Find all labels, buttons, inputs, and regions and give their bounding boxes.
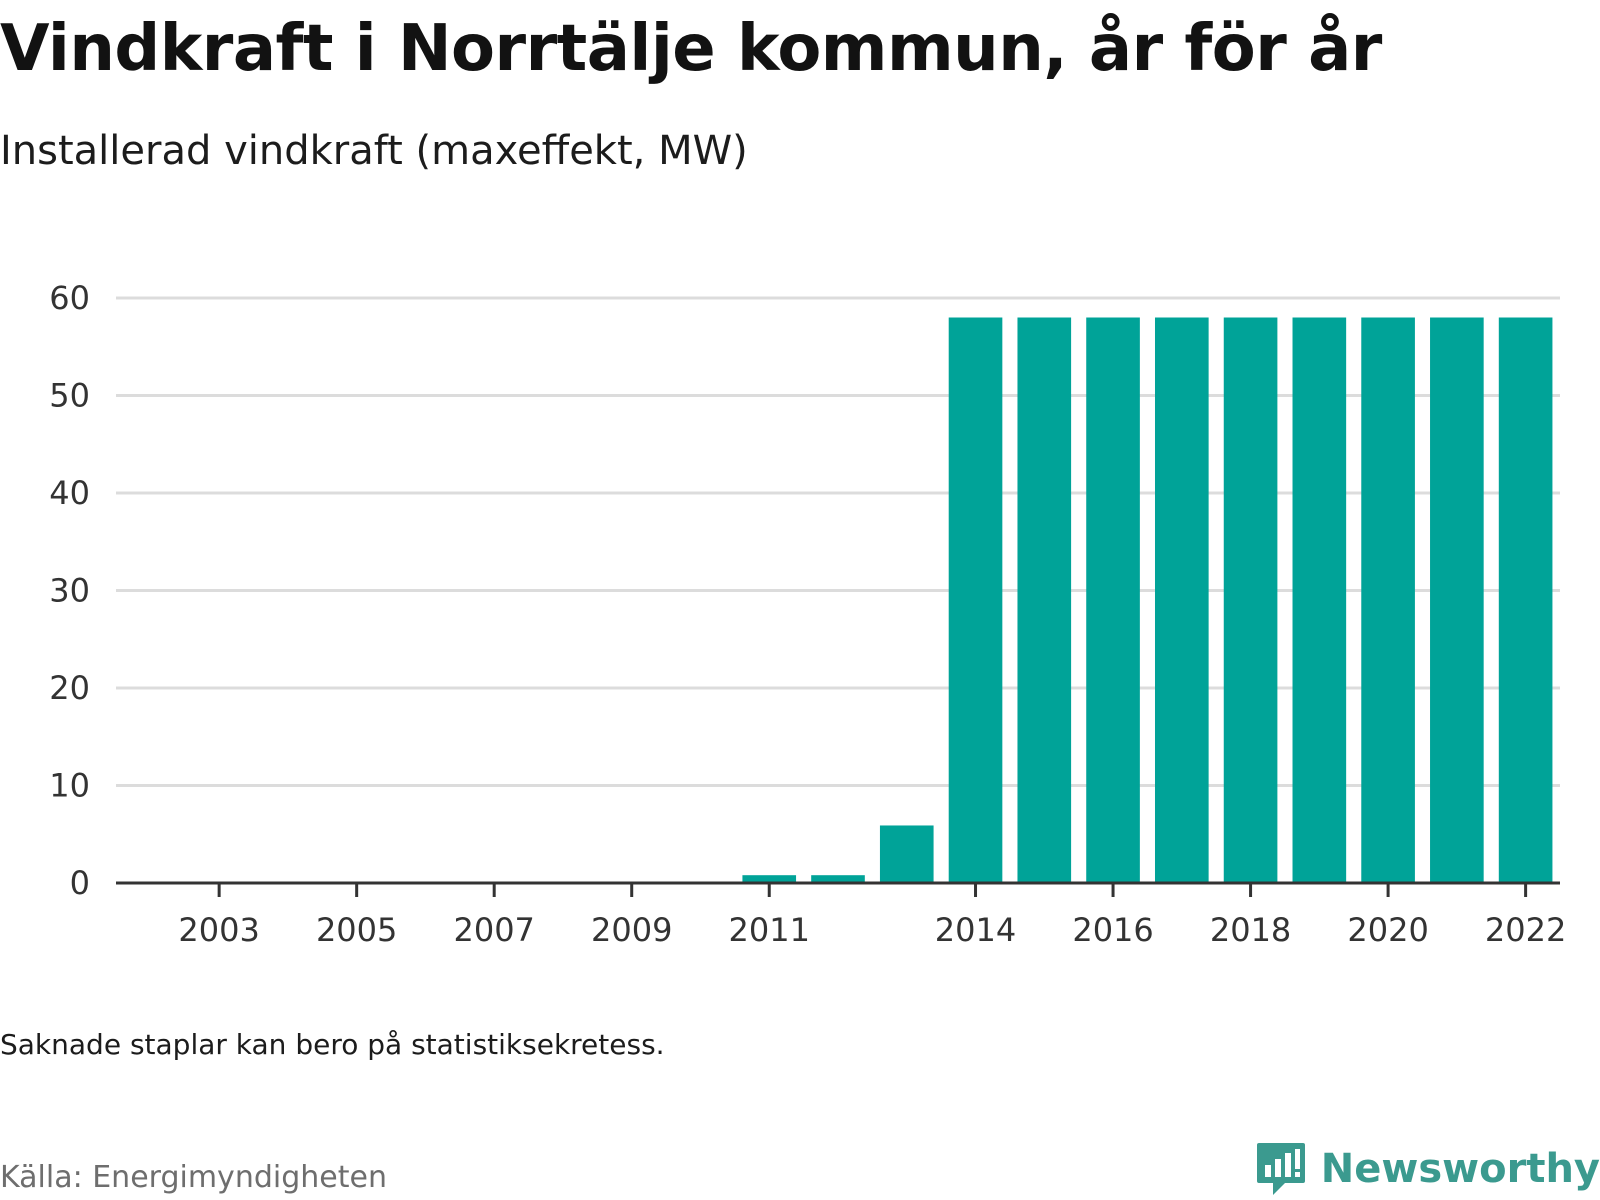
chart-title: Vindkraft i Norrtälje kommun, år för år <box>0 12 1382 86</box>
bar <box>1154 317 1209 883</box>
chart-subtitle: Installerad vindkraft (maxeffekt, MW) <box>0 128 748 174</box>
y-tick-label: 20 <box>49 669 90 707</box>
y-axis-ticks: 0 10 20 30 40 50 60 <box>49 279 90 902</box>
bar <box>1292 317 1347 883</box>
source-credit: Källa: Energimyndigheten <box>0 1160 387 1195</box>
x-tick-label: 2011 <box>729 911 810 949</box>
x-tick-label: 2005 <box>316 911 397 949</box>
bars <box>742 317 1553 883</box>
bar <box>1361 317 1415 883</box>
brand-name: Newsworthy <box>1320 1146 1600 1192</box>
newsworthy-logo-icon <box>1256 1143 1305 1195</box>
bar <box>1498 317 1553 883</box>
y-tick-label: 60 <box>49 279 90 317</box>
x-tick-label: 2018 <box>1210 911 1291 949</box>
bar <box>742 875 797 883</box>
bar <box>879 825 934 883</box>
bar <box>811 875 865 883</box>
bar <box>948 317 1003 883</box>
footnote: Saknade staplar kan bero på statistiksek… <box>0 1028 665 1061</box>
y-tick-label: 10 <box>49 767 90 805</box>
y-tick-label: 30 <box>49 572 90 610</box>
x-axis-ticks: 2003 2005 2007 2009 2011 2014 2016 2018 2020 2022 <box>178 883 1566 949</box>
x-tick-label: 2009 <box>591 911 672 949</box>
y-tick-label: 0 <box>70 864 90 902</box>
bar <box>1017 317 1072 883</box>
x-tick-label: 2003 <box>178 911 259 949</box>
x-tick-label: 2022 <box>1485 911 1566 949</box>
x-tick-label: 2014 <box>935 911 1016 949</box>
bar <box>1086 317 1140 883</box>
x-tick-label: 2020 <box>1347 911 1428 949</box>
y-tick-label: 40 <box>49 474 90 512</box>
x-tick-label: 2016 <box>1072 911 1153 949</box>
x-tick-label: 2007 <box>453 911 534 949</box>
bar <box>1430 317 1484 883</box>
brand-logo: Newsworthy <box>1255 1142 1600 1196</box>
bar <box>1223 317 1278 883</box>
y-tick-label: 50 <box>49 377 90 415</box>
